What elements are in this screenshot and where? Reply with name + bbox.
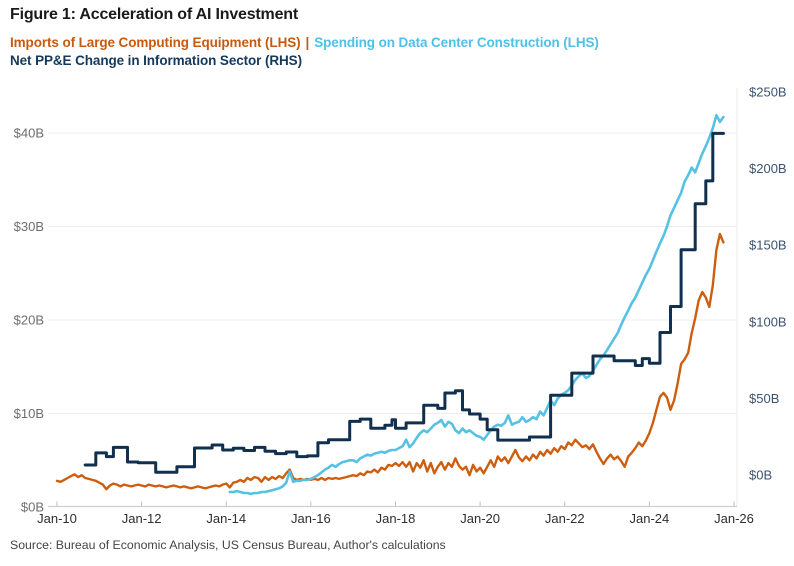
series-line-data-center-construction <box>228 113 725 496</box>
x-tick-label: Jan-14 <box>206 511 246 526</box>
x-tick-label: Jan-24 <box>630 511 670 526</box>
source-note: Source: Bureau of Economic Analysis, US … <box>10 538 446 552</box>
x-tick-label: Jan-20 <box>460 511 500 526</box>
y-left-label: $40B <box>14 126 44 141</box>
figure-header: Figure 1: Acceleration of AI Investment … <box>10 6 784 70</box>
y-left-label: $0B <box>21 500 44 515</box>
y-left-label: $30B <box>14 219 44 234</box>
y-left-label: $20B <box>14 313 44 328</box>
y-right-label: $100B <box>749 314 787 329</box>
x-tick-label: Jan-18 <box>376 511 416 526</box>
legend-line-2: Net PP&E Change in Information Sector (R… <box>10 52 784 70</box>
y-left-label: $10B <box>14 406 44 421</box>
y-right-label: $250B <box>749 85 787 100</box>
legend-separator: | <box>305 35 310 50</box>
x-tick-label: Jan-10 <box>37 511 77 526</box>
x-tick-label: Jan-12 <box>122 511 162 526</box>
x-tick-label: Jan-26 <box>714 511 754 526</box>
y-right-label: $150B <box>749 238 787 253</box>
x-tick-label: Jan-22 <box>545 511 585 526</box>
x-tick-label: Jan-16 <box>291 511 331 526</box>
series-line-net-ppe-change <box>83 131 725 474</box>
y-right-label: $50B <box>749 391 779 406</box>
figure-title: Figure 1: Acceleration of AI Investment <box>10 6 298 23</box>
legend-imports-label: Imports of Large Computing Equipment (LH… <box>10 35 301 50</box>
legend-line-1: Imports of Large Computing Equipment (LH… <box>10 34 784 52</box>
y-right-label: $0B <box>749 468 772 483</box>
series-line-computing-imports <box>55 232 725 491</box>
y-right-label: $200B <box>749 161 787 176</box>
legend-construction-label: Spending on Data Center Construction (LH… <box>314 35 599 50</box>
legend-ppe-label: Net PP&E Change in Information Sector (R… <box>10 53 302 68</box>
